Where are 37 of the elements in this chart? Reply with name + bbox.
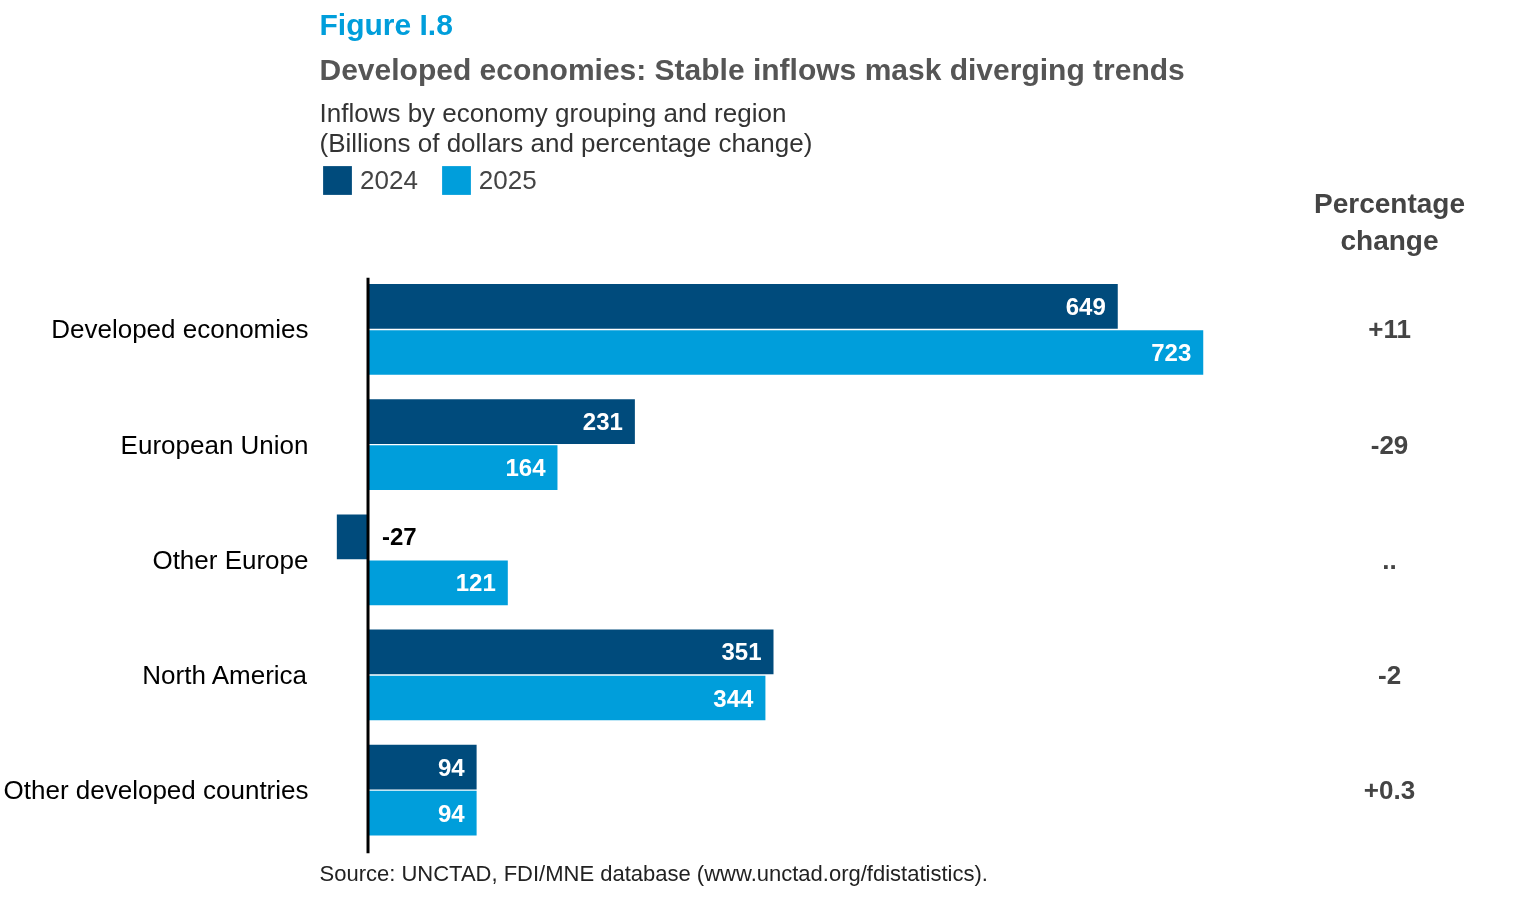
y-tick-label: North America	[142, 659, 308, 690]
data-label: 723	[1151, 339, 1192, 367]
text: Percentage change	[1314, 187, 1466, 257]
legend-label: 2025	[478, 164, 537, 196]
bar	[368, 284, 1118, 329]
text: +11	[1368, 314, 1411, 345]
text: -29	[1370, 429, 1409, 460]
bar	[368, 675, 766, 721]
y-tick-label: Developed economies	[51, 314, 309, 345]
y-tick-label: European Union	[120, 429, 309, 460]
data-label: 164	[505, 454, 547, 482]
data-label: 94	[437, 799, 466, 827]
data-label: 231	[582, 408, 623, 436]
text: ..	[1382, 544, 1397, 575]
legend-label: 2024	[360, 164, 418, 196]
data-label: -27	[382, 523, 417, 551]
source-note: Source: UNCTAD, FDI/MNE database (www.unctad.org/fdistatistics).	[319, 860, 988, 886]
bar	[368, 629, 774, 675]
text: -2	[1377, 659, 1402, 690]
data-label: 121	[455, 569, 496, 597]
y-tick-label: Other Europe	[152, 544, 309, 575]
chart-subtitle: Inflows by economy grouping and region (Billions of dollars and percentage change)	[319, 97, 813, 158]
bar	[336, 514, 369, 560]
bar	[368, 330, 1204, 375]
chart-title: Developed economies: Stable inflows mask diverging trends	[319, 52, 1185, 86]
bar	[368, 560, 508, 606]
text: Figure I.8	[319, 7, 453, 41]
data-label: 649	[1065, 292, 1106, 320]
data-label: 94	[437, 753, 466, 781]
bar	[368, 399, 635, 444]
bar	[368, 790, 477, 836]
data-label: 344	[713, 684, 755, 712]
data-label: 351	[721, 638, 762, 666]
text: +0.3	[1363, 775, 1416, 806]
bar	[368, 744, 477, 790]
y-tick-label: Other developed countries	[3, 775, 309, 806]
bar	[368, 445, 558, 491]
